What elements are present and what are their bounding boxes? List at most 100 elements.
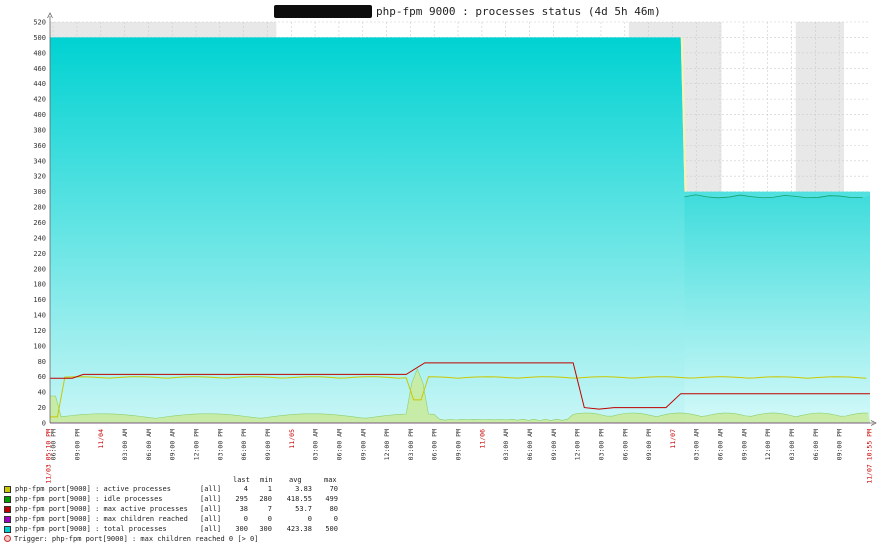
legend-avg: 423.38 bbox=[286, 525, 312, 533]
x-tick-label-25: 09:00 PM bbox=[645, 429, 653, 460]
legend-max: 500 bbox=[325, 525, 338, 533]
x-tick-label-23: 03:00 PM bbox=[597, 429, 605, 460]
legend-header-min: min bbox=[260, 476, 273, 484]
x-tick-label-19: 03:00 AM bbox=[502, 429, 510, 460]
total-processes-area bbox=[50, 37, 870, 424]
legend-min: 300 bbox=[259, 525, 272, 533]
y-axis-arrow bbox=[47, 12, 53, 19]
legend-scope: [all] bbox=[200, 485, 222, 493]
x-tick-label-14: 12:00 PM bbox=[383, 429, 391, 460]
legend-series-name: php-fpm port[9000] : active processes bbox=[15, 485, 171, 493]
x-tick-label-20: 06:00 AM bbox=[526, 429, 534, 460]
x-tick-label-16: 06:00 PM bbox=[431, 429, 439, 460]
x-tick-label-17: 09:00 PM bbox=[455, 429, 463, 460]
y-tick-label-340: 340 bbox=[33, 157, 46, 165]
legend-scope: [all] bbox=[200, 505, 222, 513]
legend-series-name: php-fpm port[9000] : total processes bbox=[15, 525, 167, 533]
x-tick-label-21: 09:00 AM bbox=[550, 429, 558, 460]
x-tick-label-30: 12:00 PM bbox=[764, 429, 772, 460]
legend-swatch bbox=[4, 496, 11, 503]
legend-swatch bbox=[4, 506, 11, 513]
y-tick-labels: 0 20 40 60 80 100 120 140 160 180 200 220 240 260 280 3… bbox=[33, 19, 46, 428]
x-tick-label-31: 03:00 PM bbox=[788, 429, 796, 460]
legend-last: 300 bbox=[235, 525, 248, 533]
y-tick-label-280: 280 bbox=[33, 204, 46, 212]
y-tick-label-300: 300 bbox=[33, 188, 46, 196]
legend-scope: [all] bbox=[200, 515, 222, 523]
active-transition-area bbox=[680, 37, 687, 192]
y-tick-label-20: 20 bbox=[38, 404, 46, 412]
legend-series-name: php-fpm port[9000] : max children reache… bbox=[15, 515, 188, 523]
y-tick-label-120: 120 bbox=[33, 327, 46, 335]
legend-series-name: php-fpm port[9000] : max active processe… bbox=[15, 505, 188, 513]
legend-avg: 3.83 bbox=[295, 485, 312, 493]
x-tick-label-6: 12:00 PM bbox=[193, 429, 201, 460]
x-tick-label-1: 09:00 PM bbox=[73, 429, 81, 460]
y-tick-label-60: 60 bbox=[38, 373, 46, 381]
legend-avg: 0 bbox=[307, 515, 312, 523]
legend-max: 499 bbox=[325, 495, 338, 503]
y-tick-label-520: 520 bbox=[33, 19, 46, 27]
x-tick-label-8: 06:00 PM bbox=[240, 429, 248, 460]
x-tick-label-0: 06:00 PM bbox=[50, 429, 58, 460]
y-tick-label-160: 160 bbox=[33, 296, 46, 304]
legend-last: 38 bbox=[239, 505, 248, 513]
active-processes-line bbox=[50, 376, 867, 418]
x-tick-label-27: 03:00 AM bbox=[693, 429, 701, 460]
y-tick-label-180: 180 bbox=[33, 281, 46, 289]
y-tick-label-100: 100 bbox=[33, 342, 46, 350]
active-processes-envelope bbox=[50, 368, 869, 421]
legend-header-last: last bbox=[233, 476, 250, 484]
legend-min: 0 bbox=[267, 515, 272, 523]
redacted-hostname bbox=[274, 5, 372, 18]
x-tick-label-22: 12:00 PM bbox=[574, 429, 582, 460]
x-tick-label-32: 06:00 PM bbox=[812, 429, 820, 460]
x-tick-label-33: 09:00 PM bbox=[836, 429, 844, 460]
idle-processes-line bbox=[684, 194, 863, 199]
active-processes-area bbox=[50, 369, 870, 423]
series-areas bbox=[50, 37, 870, 424]
y-tick-label-320: 320 bbox=[33, 173, 46, 181]
y-tick-label-440: 440 bbox=[33, 80, 46, 88]
x-tick-label-7: 03:00 PM bbox=[216, 429, 224, 460]
x-tick-label-4: 06:00 AM bbox=[145, 429, 153, 460]
idle-processes-area bbox=[684, 194, 870, 423]
legend-scope: [all] bbox=[200, 525, 222, 533]
trigger-line: Trigger: php-fpm port[9000] : max childr… bbox=[4, 535, 258, 543]
x-tick-label-15: 03:00 PM bbox=[407, 429, 415, 460]
x-tick-label-26: 11/07 bbox=[669, 429, 677, 449]
axes bbox=[47, 12, 877, 426]
legend-max: 0 bbox=[333, 515, 338, 523]
legend-avg: 53.7 bbox=[295, 505, 312, 513]
trigger-text: Trigger: php-fpm port[9000] : max childr… bbox=[14, 535, 259, 543]
legend-last: 0 bbox=[243, 515, 248, 523]
legend-max: 70 bbox=[329, 485, 338, 493]
legend-min: 280 bbox=[259, 495, 272, 503]
y-tick-label-360: 360 bbox=[33, 142, 46, 150]
y-tick-label-420: 420 bbox=[33, 96, 46, 104]
y-tick-label-500: 500 bbox=[33, 34, 46, 42]
legend-swatch bbox=[4, 516, 11, 523]
x-start-label: 11/03 05:10 PM bbox=[45, 429, 53, 484]
y-tick-label-380: 380 bbox=[33, 126, 46, 134]
y-tick-label-220: 220 bbox=[33, 250, 46, 258]
y-tick-label-460: 460 bbox=[33, 65, 46, 73]
x-tick-label-10: 11/05 bbox=[288, 429, 296, 449]
x-tick-label-28: 06:00 AM bbox=[717, 429, 725, 460]
y-tick-label-140: 140 bbox=[33, 312, 46, 320]
y-tick-label-0: 0 bbox=[42, 420, 46, 428]
legend-swatch bbox=[4, 486, 11, 493]
x-tick-label-9: 09:00 PM bbox=[264, 429, 272, 460]
y-tick-label-40: 40 bbox=[38, 389, 46, 397]
legend-series-name: php-fpm port[9000] : idle processes bbox=[15, 495, 163, 503]
x-tick-label-13: 09:00 AM bbox=[359, 429, 367, 460]
y-tick-label-480: 480 bbox=[33, 49, 46, 57]
legend-min: 1 bbox=[267, 485, 272, 493]
legend-swatch bbox=[4, 526, 11, 533]
max-active-processes-line bbox=[50, 362, 870, 410]
legend-last: 295 bbox=[235, 495, 248, 503]
y-tick-label-200: 200 bbox=[33, 265, 46, 273]
x-axis-arrow bbox=[870, 420, 877, 426]
